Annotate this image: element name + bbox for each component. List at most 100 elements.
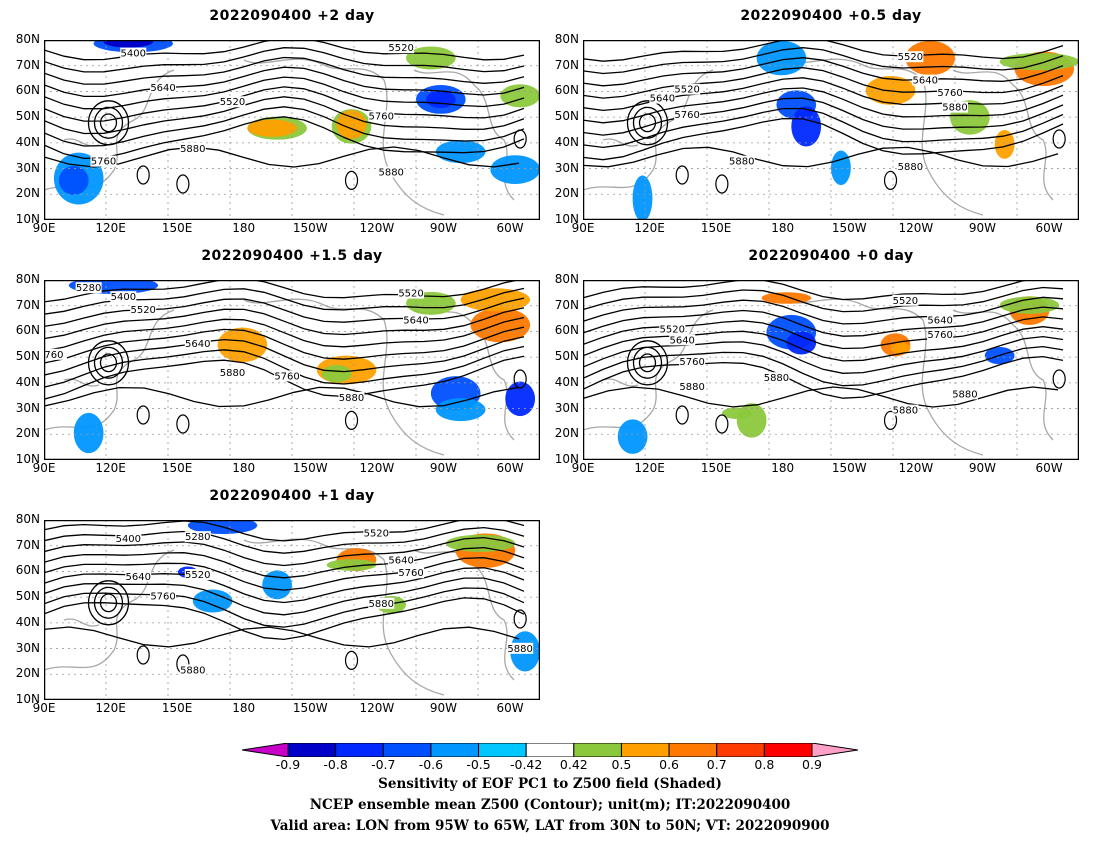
contour-label-bg (90, 155, 117, 167)
contour-label-bg (219, 366, 246, 378)
contour-label: 5760 (369, 112, 394, 123)
contour-label-bg (115, 533, 142, 544)
contour-label-bg (763, 372, 790, 384)
sensitivity-shading (247, 119, 297, 137)
contour-label: 5280 (185, 532, 210, 543)
contour-label: 5760 (937, 88, 962, 99)
z500-contour (44, 96, 525, 135)
lat-label: 70N (15, 537, 40, 552)
contour-label: 5760 (679, 357, 704, 368)
z500-contour (44, 626, 520, 648)
sensitivity-shading (406, 46, 456, 70)
contour-label-bg (378, 166, 405, 178)
sensitivity-shading (791, 106, 822, 147)
contour-label: 5640 (927, 316, 952, 327)
colorbar-segment (525, 742, 575, 758)
lat-label: 40N (554, 134, 579, 149)
colorbar-tick-label: -0.6 (418, 757, 444, 772)
sensitivity-shading (262, 570, 292, 600)
contour-label-bg (942, 101, 968, 113)
contour-label: 5760 (927, 330, 952, 341)
closed-contour (675, 165, 689, 185)
contour-label-bg (649, 92, 676, 104)
closed-contour-low (99, 353, 118, 373)
lat-label: 50N (15, 109, 40, 124)
contour-label: 5880 (180, 665, 205, 676)
contour-label: 5880 (507, 644, 532, 655)
contour-label: 5880 (679, 382, 704, 393)
lon-label: 180 (232, 701, 256, 715)
colorbar (241, 742, 859, 758)
coastline (782, 298, 984, 456)
contour-label-bg (927, 329, 954, 340)
lat-label: 30N (15, 160, 40, 175)
lat-label: 60N (15, 83, 40, 98)
closed-contour-low (93, 586, 124, 619)
contour-label-bg (130, 303, 157, 315)
lon-label: 120W (359, 701, 395, 715)
closed-contour-low (87, 100, 130, 146)
contour-label: 5640 (126, 572, 151, 583)
lat-label: 30N (15, 640, 40, 655)
contour-label: 5880 (339, 393, 364, 404)
lat-label: 70N (15, 57, 40, 72)
colorbar-svg (241, 742, 859, 758)
colorbar-tick-label: -0.9 (275, 757, 301, 772)
lat-label: 60N (554, 83, 579, 98)
colorbar-segment (716, 742, 765, 758)
panel-title: 2022090400 +0 day (748, 248, 914, 264)
map-frame (44, 520, 540, 700)
lon-label: 120E (634, 221, 665, 235)
map-frame (583, 280, 1079, 460)
sensitivity-shading (425, 90, 456, 109)
contour-label: 5520 (364, 529, 389, 540)
contour-label: 5880 (729, 157, 754, 168)
sensitivity-shading (321, 364, 352, 383)
sensitivity-shading (721, 407, 752, 419)
sensitivity-shading (103, 40, 154, 48)
contour-label-bg (659, 323, 686, 335)
lon-label: 180 (771, 221, 795, 235)
lat-label: 80N (15, 272, 40, 286)
sensitivity-shading (505, 381, 536, 417)
closed-contour (1052, 129, 1066, 149)
sensitivity-shading (435, 398, 486, 422)
lat-label: 30N (15, 400, 40, 415)
contour-label: 5400 (111, 292, 136, 303)
coastline (243, 58, 445, 216)
map-frame (583, 40, 1079, 220)
map-frame (44, 280, 540, 460)
closed-contour (344, 650, 359, 670)
z500-contour (44, 56, 525, 85)
lon-label: 90W (429, 461, 458, 475)
contour-label-bg (679, 381, 706, 393)
lat-label: 70N (15, 297, 40, 312)
colorbar-left-arrow (241, 742, 289, 758)
contour-label-bg (184, 338, 211, 349)
lat-label: 60N (554, 323, 579, 338)
z500-contour (44, 316, 525, 352)
lon-label: 120W (898, 221, 934, 235)
contour-label-bg (897, 51, 924, 63)
lat-label: 10N (15, 692, 40, 706)
closed-contour-low (93, 346, 124, 379)
contour-label: 5400 (121, 49, 146, 60)
contour-label-bg (363, 527, 390, 539)
contour-label: 5880 (898, 162, 923, 173)
closed-contour-low (626, 100, 669, 146)
lon-label: 150W (292, 461, 328, 475)
contour-label: 5400 (116, 534, 141, 545)
z500-contour (44, 557, 525, 591)
colorbar-tick-label: 0.5 (611, 757, 632, 772)
contour-label: 5520 (893, 296, 918, 307)
lon-label: 60W (1035, 461, 1063, 475)
closed-contour (176, 174, 190, 194)
lat-label: 60N (15, 323, 40, 338)
contour-label: 760 (44, 350, 63, 361)
lat-label: 10N (554, 452, 579, 466)
colorbar-tick-label: -0.42 (510, 757, 543, 772)
contour-label: 5520 (388, 43, 413, 54)
contour-label-bg (125, 570, 152, 582)
lat-label: 50N (554, 109, 579, 124)
